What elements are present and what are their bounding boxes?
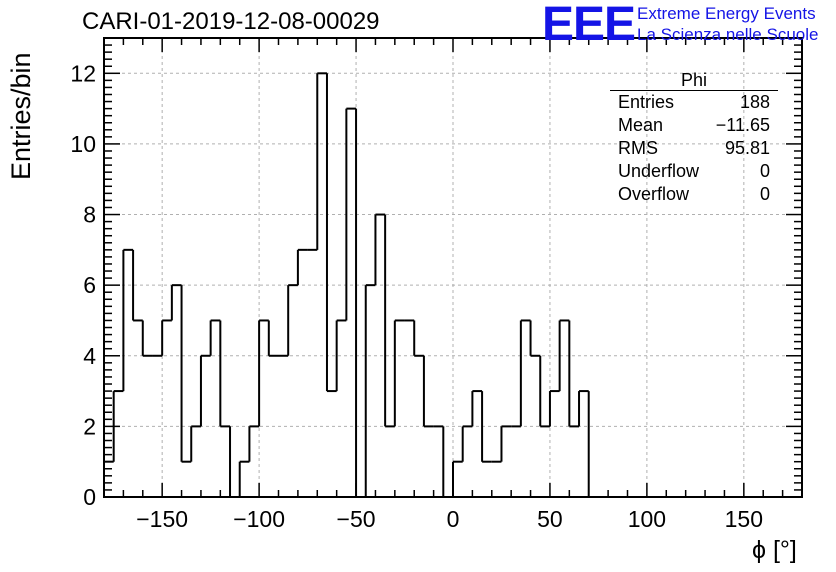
y-tick-label: 2: [83, 413, 96, 439]
eee-logo-text: Extreme Energy Events La Scienza nelle S…: [637, 3, 818, 45]
stats-row-mean: Mean −11.65: [610, 114, 778, 137]
histogram-bin: [132, 249, 143, 322]
histogram-bin: [452, 460, 463, 497]
histogram-bin: [422, 355, 434, 428]
histogram-bin: [558, 319, 570, 392]
stats-value: 188: [739, 92, 770, 112]
x-tick-label: 0: [447, 506, 460, 532]
histogram-bin: [345, 107, 357, 321]
y-tick-label: 6: [83, 272, 96, 298]
histogram-bin: [170, 284, 182, 321]
x-tick-label: 150: [725, 506, 763, 532]
histogram-bin: [103, 460, 114, 497]
stats-value: 95.81: [724, 138, 770, 158]
histogram-bin: [481, 391, 492, 463]
x-tick-label: 50: [537, 506, 563, 532]
x-tick-label: 100: [628, 506, 666, 532]
histogram-bin: [587, 391, 599, 498]
histogram-bin: [238, 460, 250, 497]
histogram-bin: [442, 426, 453, 498]
histogram-bin: [316, 72, 327, 250]
stats-label: Underflow: [618, 161, 700, 181]
histogram-bin: [529, 320, 541, 357]
histogram-bin: [364, 284, 376, 497]
histogram-bin: [229, 426, 240, 498]
stats-row-entries: Entries 188: [610, 91, 778, 114]
y-tick-label: 4: [83, 343, 96, 369]
stats-box: Phi Entries 188 Mean −11.65 RMS 95.81 Un…: [610, 70, 778, 206]
stats-row-rms: RMS 95.81: [610, 137, 778, 160]
x-tick-labels: −150 −100 −50 0 50 100 150: [136, 506, 763, 532]
histogram-bin: [578, 390, 589, 427]
histogram-bin: [180, 285, 192, 463]
histogram-bin: [471, 390, 483, 427]
histogram-bin: [258, 319, 269, 427]
y-axis-label: Entries/bin: [6, 52, 36, 180]
stats-label: Entries: [618, 92, 675, 112]
histogram-bin: [539, 355, 550, 428]
histogram-bin: [190, 425, 201, 462]
histogram-bin: [568, 320, 580, 428]
histogram-bin: [393, 319, 405, 427]
stats-value: 0: [759, 161, 770, 181]
histogram-bin: [519, 319, 531, 427]
x-tick-label: −50: [337, 506, 376, 532]
logo-line-2: La Scienza nelle Scuole: [637, 25, 819, 44]
stats-value: −11.65: [715, 115, 770, 135]
stats-label: Overflow: [618, 184, 690, 204]
histogram-bin: [122, 248, 134, 392]
stats-value: 0: [759, 184, 770, 204]
histogram-bin: [141, 320, 153, 357]
histogram-bin: [209, 319, 221, 356]
histogram-bin: [267, 320, 279, 357]
histogram-bin: [199, 354, 211, 427]
y-tick-label: 8: [83, 202, 96, 228]
histogram-bin: [335, 319, 347, 392]
stats-row-overflow: Overflow 0: [610, 183, 778, 206]
x-tick-label: −150: [136, 506, 188, 532]
histogram-bin: [248, 425, 260, 462]
y-tick-labels: 0 2 4 6 8 10 12: [70, 60, 96, 510]
y-tick-label: 0: [83, 484, 96, 510]
histogram-bin: [413, 320, 424, 357]
histogram-bin: [548, 390, 560, 427]
y-tick-label: 12: [70, 60, 96, 86]
x-tick-label: −100: [233, 506, 285, 532]
histogram-bin: [355, 108, 366, 498]
x-axis-label: ϕ [°]: [752, 536, 797, 564]
histogram-bin: [500, 425, 512, 462]
stats-box-name: Phi: [610, 70, 778, 91]
histogram-bin: [374, 213, 386, 286]
histogram-bin: [325, 73, 337, 393]
chart-title: CARI-01-2019-12-08-00029: [82, 8, 380, 35]
stats-label: RMS: [618, 138, 658, 158]
stats-row-underflow: Underflow 0: [610, 160, 778, 183]
histogram-bin: [161, 319, 172, 356]
stats-label: Mean: [618, 115, 664, 135]
histogram-bin: [384, 214, 395, 428]
histogram-bin: [287, 284, 298, 356]
eee-logo: EEE: [542, 0, 636, 51]
logo-line-1: Extreme Energy Events: [637, 4, 816, 23]
histogram-bin: [461, 425, 473, 462]
axes: [103, 37, 803, 498]
histogram-bin: [296, 248, 308, 286]
histogram-bars: [103, 72, 599, 498]
histogram-bin: [219, 320, 231, 428]
y-tick-label: 10: [70, 131, 96, 157]
